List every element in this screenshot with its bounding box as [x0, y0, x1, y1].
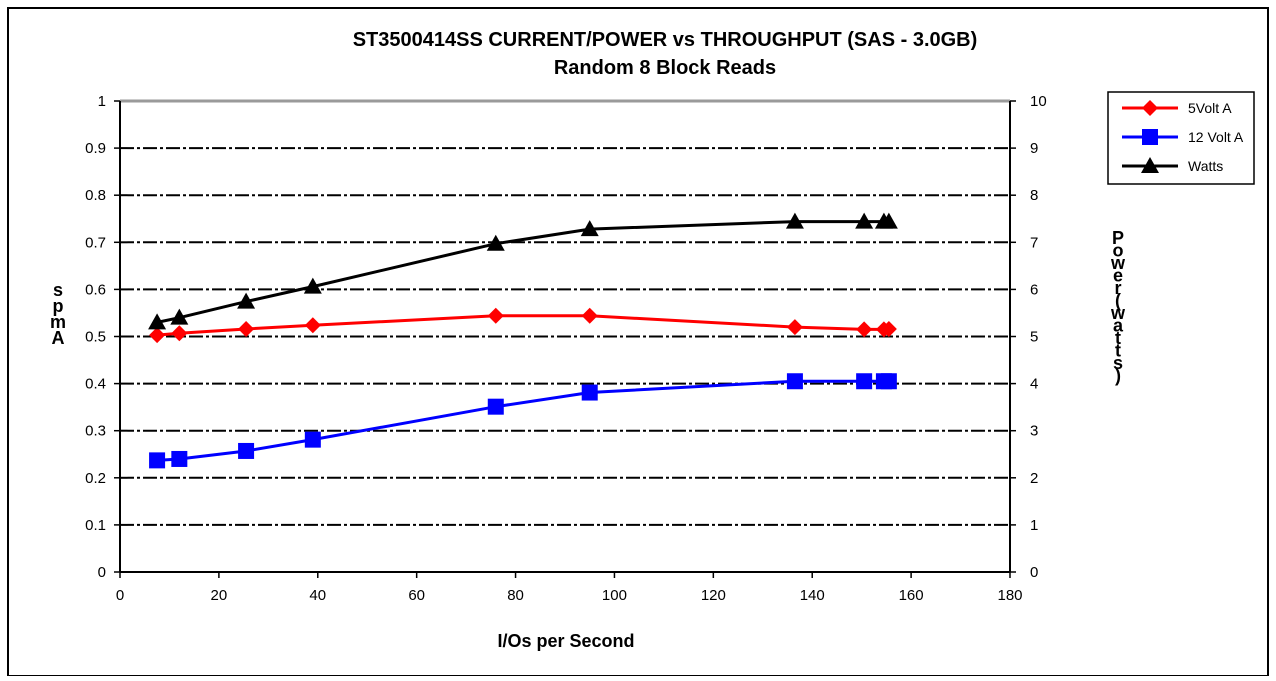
x-tick-label: 120 — [701, 587, 726, 604]
y2-tick-label: 10 — [1030, 93, 1047, 110]
data-point-diamond — [880, 320, 897, 337]
x-tick-label: 60 — [408, 587, 425, 604]
data-point-square — [149, 452, 166, 469]
y-tick-label: 0.8 — [85, 187, 106, 204]
x-tick-label: 100 — [602, 587, 627, 604]
y2-tick-label: 7 — [1030, 234, 1038, 251]
y2-axis-label-char: t — [1115, 341, 1121, 361]
x-tick-label: 0 — [116, 587, 124, 604]
y2-axis-label-char: o — [1113, 241, 1124, 261]
data-point-triangle — [170, 308, 189, 325]
grid-lines — [120, 99, 1010, 526]
y-axis-label-char: A — [52, 328, 65, 348]
legend-label: 12 Volt A — [1188, 129, 1244, 145]
series-line — [157, 379, 889, 462]
y2-tick-label: 6 — [1030, 281, 1038, 298]
data-point-triangle — [785, 212, 804, 229]
y2-tick-label: 9 — [1030, 140, 1038, 157]
data-point-triangle — [148, 313, 167, 330]
x-tick-label: 40 — [309, 587, 326, 604]
y-tick-label: 0.6 — [85, 281, 106, 298]
data-point-diamond — [171, 325, 188, 342]
series-line — [156, 314, 890, 337]
legend-marker — [1142, 129, 1158, 145]
y2-axis-label-char: w — [1110, 303, 1126, 323]
data-point-square — [238, 442, 255, 459]
axes: 00.10.20.30.40.50.60.70.80.9101234567891… — [85, 93, 1047, 604]
chart-subtitle: Random 8 Block Reads — [554, 57, 776, 79]
x-axis-label: I/Os per Second — [497, 631, 634, 651]
y-tick-label: 0.5 — [85, 329, 106, 346]
y-tick-label: 0.3 — [85, 423, 106, 440]
y2-axis-label-char: r — [1114, 278, 1121, 298]
y2-axis-label-char: s — [1113, 353, 1123, 373]
x-tick-label: 140 — [800, 587, 825, 604]
x-tick-label: 160 — [899, 587, 924, 604]
series-5volt-a — [149, 307, 897, 344]
y2-tick-label: 8 — [1030, 187, 1038, 204]
chart-border — [7, 7, 1269, 677]
legend-label: Watts — [1188, 158, 1223, 174]
x-tick-label: 20 — [211, 587, 228, 604]
y2-tick-label: 2 — [1030, 470, 1038, 487]
x-tick-label: 80 — [507, 587, 524, 604]
y-tick-label: 0.7 — [85, 234, 106, 251]
y2-tick-label: 5 — [1030, 329, 1038, 346]
y-tick-label: 0.9 — [85, 140, 106, 157]
data-point-square — [581, 384, 598, 401]
series-layer — [148, 212, 898, 469]
chart-title: ST3500414SS CURRENT/POWER vs THROUGHPUT … — [353, 29, 978, 51]
y-axis-label-char: m — [50, 312, 66, 332]
data-point-triangle — [879, 212, 898, 229]
data-point-diamond — [149, 327, 166, 344]
data-point-square — [304, 431, 321, 448]
legend-marker — [1141, 157, 1159, 173]
data-point-diamond — [487, 307, 504, 324]
legend: 5Volt A 12 Volt A Watts — [1107, 91, 1255, 185]
data-point-diamond — [786, 319, 803, 336]
data-point-square — [171, 450, 188, 467]
y2-axis-label-char: P — [1112, 228, 1124, 248]
y-tick-label: 0 — [98, 564, 106, 581]
series-12-volt-a — [149, 373, 897, 469]
data-point-square — [487, 398, 504, 415]
y-axis-label-char: p — [53, 296, 64, 316]
series-watts — [148, 212, 898, 330]
y-tick-label: 0.4 — [85, 376, 106, 393]
x-tick-label: 180 — [997, 587, 1022, 604]
data-point-triangle — [486, 234, 505, 251]
data-point-square — [880, 373, 897, 390]
y2-tick-label: 3 — [1030, 423, 1038, 440]
y-axis-label-char: s — [53, 280, 63, 300]
y2-tick-label: 4 — [1030, 376, 1038, 393]
data-point-square — [786, 373, 803, 390]
legend-marker — [1142, 100, 1158, 116]
y2-axis-label-char: ( — [1115, 291, 1121, 311]
y2-axis-label-char: e — [1113, 266, 1123, 286]
y-tick-label: 0.1 — [85, 517, 106, 534]
y2-tick-label: 0 — [1030, 564, 1038, 581]
data-point-triangle — [303, 277, 322, 294]
y2-axis-label-char: a — [1113, 316, 1124, 336]
series-line — [156, 220, 889, 324]
y-tick-label: 0.2 — [85, 470, 106, 487]
data-point-diamond — [304, 317, 321, 334]
y2-axis-label-char: w — [1110, 253, 1126, 273]
data-point-diamond — [238, 320, 255, 337]
data-point-triangle — [237, 292, 256, 309]
data-point-diamond — [856, 321, 873, 338]
legend-label: 5Volt A — [1188, 100, 1232, 116]
y2-axis-label-char: ) — [1115, 366, 1121, 386]
data-point-triangle — [580, 220, 599, 237]
data-point-square — [856, 373, 873, 390]
y-tick-label: 1 — [98, 93, 106, 110]
y2-tick-label: 1 — [1030, 517, 1038, 534]
y2-axis-label-char: t — [1115, 328, 1121, 348]
data-point-triangle — [855, 212, 874, 229]
data-point-diamond — [581, 307, 598, 324]
